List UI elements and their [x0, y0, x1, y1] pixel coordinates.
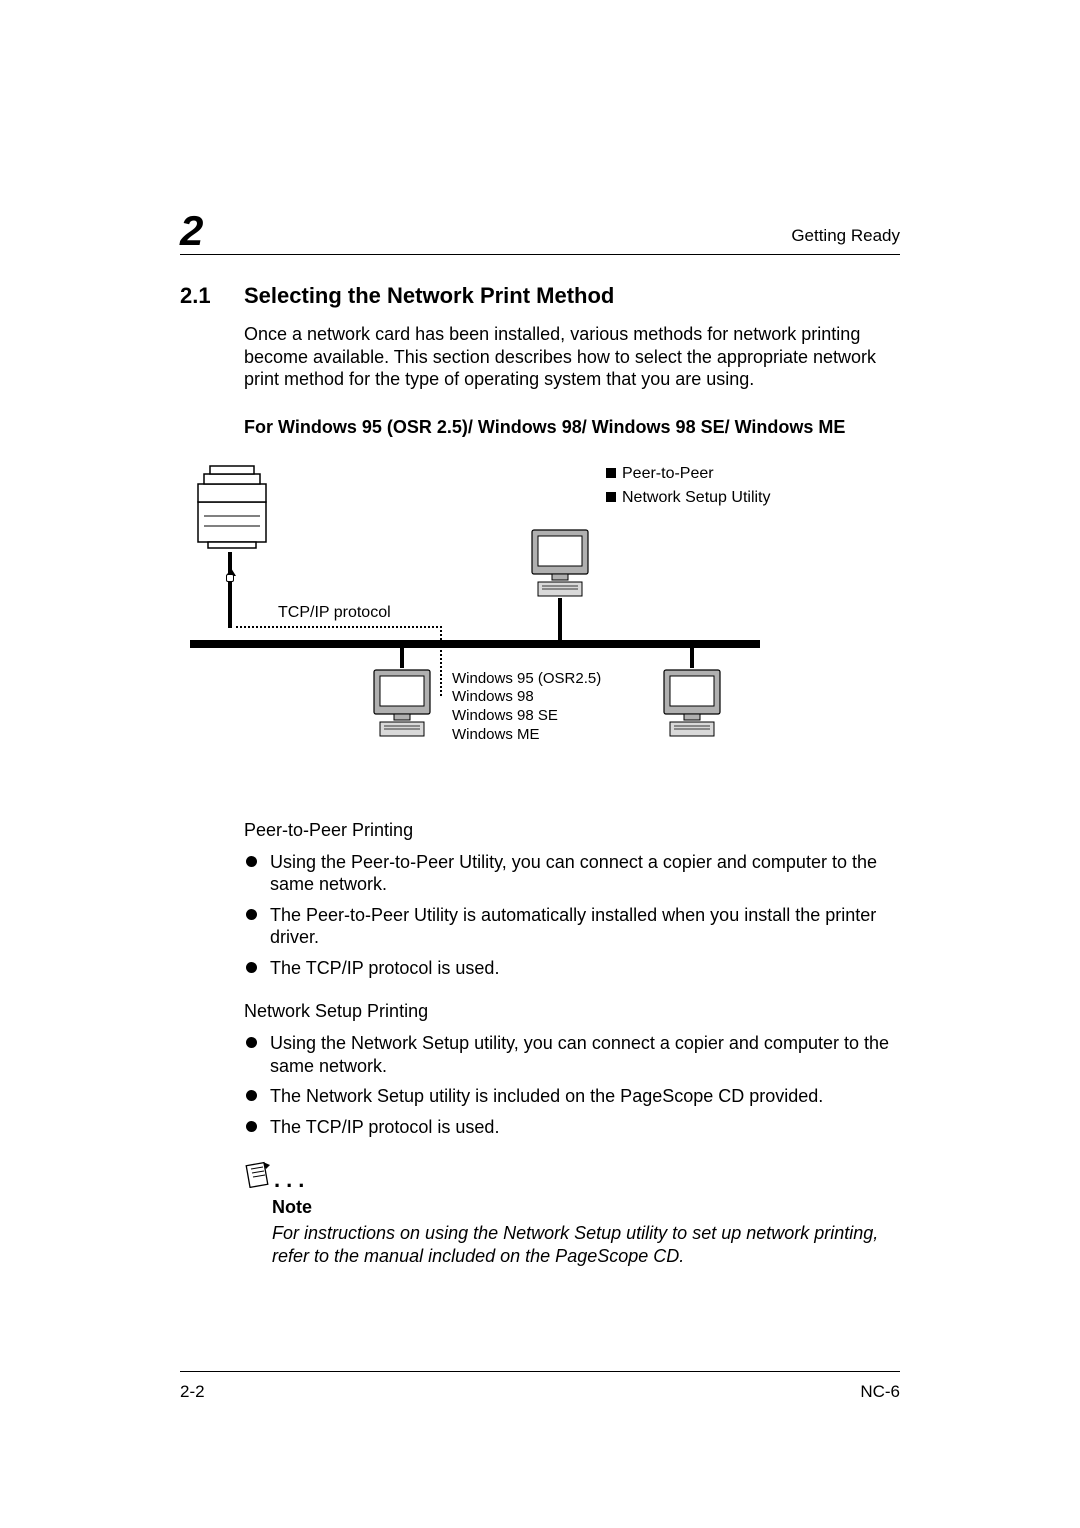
- list-item: The TCP/IP protocol is used.: [244, 957, 900, 980]
- network-diagram: TCP/IP protocol: [180, 456, 880, 786]
- list-item: The TCP/IP protocol is used.: [244, 1116, 900, 1139]
- list-item: Using the Peer-to-Peer Utility, you can …: [244, 851, 900, 896]
- p2p-heading: Peer-to-Peer Printing: [244, 820, 900, 841]
- os-item: Windows 95 (OSR2.5): [452, 670, 601, 689]
- section-title: 2.1Selecting the Network Print Method: [180, 283, 900, 309]
- square-bullet-icon: [606, 468, 616, 478]
- computer-cable: [690, 646, 694, 668]
- footer-left: 2-2: [180, 1382, 205, 1402]
- legend-item: Peer-to-Peer: [606, 462, 771, 486]
- legend-item: Network Setup Utility: [606, 486, 771, 510]
- p2p-list: Using the Peer-to-Peer Utility, you can …: [244, 851, 900, 980]
- dotted-path-down: [440, 626, 442, 696]
- chapter-number: 2: [180, 210, 203, 252]
- list-item: The Peer-to-Peer Utility is automaticall…: [244, 904, 900, 949]
- cable-connector-icon: [226, 574, 234, 582]
- subheading: For Windows 95 (OSR 2.5)/ Windows 98/ Wi…: [244, 417, 900, 438]
- netsetup-list: Using the Network Setup utility, you can…: [244, 1032, 900, 1138]
- list-item: The Network Setup utility is included on…: [244, 1085, 900, 1108]
- diagram-legend: Peer-to-Peer Network Setup Utility: [606, 462, 771, 510]
- square-bullet-icon: [606, 492, 616, 502]
- os-list: Windows 95 (OSR2.5) Windows 98 Windows 9…: [452, 670, 601, 745]
- page-footer: 2-2 NC-6: [180, 1371, 900, 1402]
- list-item: Using the Network Setup utility, you can…: [244, 1032, 900, 1077]
- computer-icon: [660, 668, 724, 738]
- note-icon: [244, 1160, 272, 1193]
- os-item: Windows 98: [452, 688, 601, 707]
- copier-icon: [190, 464, 274, 557]
- section-title-text: Selecting the Network Print Method: [244, 283, 614, 308]
- note-block: ... Note For instructions on using the N…: [244, 1160, 900, 1269]
- netsetup-heading: Network Setup Printing: [244, 1001, 900, 1022]
- note-body: For instructions on using the Network Se…: [272, 1222, 900, 1269]
- page-header: 2 Getting Ready: [180, 210, 900, 255]
- computer-icon: [370, 668, 434, 738]
- os-item: Windows 98 SE: [452, 707, 601, 726]
- computer-icon: [528, 528, 592, 598]
- computer-cable: [400, 646, 404, 668]
- dotted-path: [236, 626, 442, 628]
- note-label: Note: [272, 1197, 900, 1218]
- tcpip-label: TCP/IP protocol: [278, 604, 391, 622]
- note-dots: ...: [274, 1167, 310, 1192]
- intro-paragraph: Once a network card has been installed, …: [244, 323, 900, 391]
- printer-cable: [228, 552, 232, 628]
- os-item: Windows ME: [452, 726, 601, 745]
- network-bus: [190, 640, 760, 648]
- header-right-label: Getting Ready: [791, 226, 900, 246]
- computer-cable: [558, 598, 562, 646]
- footer-right: NC-6: [860, 1382, 900, 1402]
- section-number: 2.1: [180, 283, 244, 309]
